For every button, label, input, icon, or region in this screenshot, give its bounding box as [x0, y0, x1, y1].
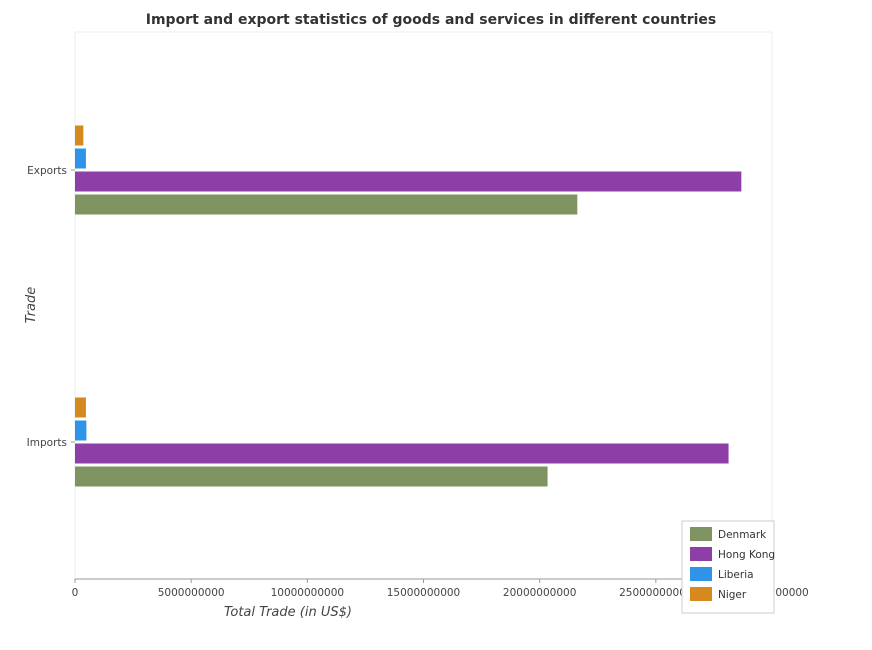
bar-niger-exports: [75, 125, 84, 146]
x-tick-label: 20000000000: [503, 587, 577, 599]
x-tick-label: 25000000000: [619, 587, 693, 599]
legend: Denmark Hong Kong Liberia Niger: [681, 520, 775, 614]
legend-label-denmark: Denmark: [718, 529, 767, 541]
y-axis: Exports Imports: [27, 165, 75, 449]
y-tick-label-imports: Imports: [27, 437, 67, 449]
legend-swatch-hong-kong: [690, 547, 712, 561]
legend-swatch-denmark: [690, 527, 712, 541]
bar-liberia-exports: [75, 148, 86, 169]
legend-label-liberia: Liberia: [718, 569, 754, 581]
x-tick-label: 15000000000: [387, 587, 461, 599]
bar-hong-kong-exports: [75, 171, 742, 192]
legend-label-niger: Niger: [718, 589, 747, 601]
bar-denmark-imports: [75, 466, 548, 487]
x-axis-title: Total Trade (in US$): [224, 605, 352, 620]
bar-denmark-exports: [75, 194, 578, 215]
legend-label-hong-kong: Hong Kong: [718, 549, 775, 561]
chart-title: Import and export statistics of goods an…: [146, 12, 717, 28]
x-tick-label: 10000000000: [271, 587, 345, 599]
x-tick-label: 0: [72, 587, 79, 599]
bars-group: [75, 125, 742, 487]
bar-hong-kong-imports: [75, 443, 729, 464]
y-tick-label-exports: Exports: [27, 165, 67, 177]
bar-liberia-imports: [75, 420, 87, 441]
legend-swatch-niger: [690, 587, 712, 601]
plot-area: [74, 31, 773, 580]
x-tick-label: 5000000000: [158, 587, 225, 599]
legend-swatch-liberia: [690, 567, 712, 581]
y-axis-title: Trade: [24, 287, 39, 324]
bar-niger-imports: [75, 397, 86, 418]
